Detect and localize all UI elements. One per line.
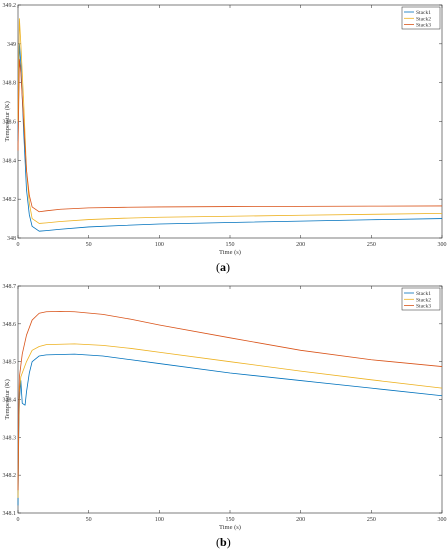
x-tick-label: 0	[17, 242, 20, 248]
legend-entry: Stack1	[416, 10, 431, 16]
y-tick-label: 348.3	[3, 435, 17, 441]
caption-a-letter: a	[220, 260, 226, 274]
y-tick-label: 348.7	[3, 284, 17, 290]
x-tick-label: 100	[155, 242, 164, 248]
plot-frame	[17, 4, 443, 239]
y-tick-label: 348.4	[3, 398, 17, 404]
y-tick-label: 348.5	[3, 360, 17, 366]
y-axis-label: Temperatur (K)	[4, 101, 11, 142]
caption-a: (a)	[216, 260, 230, 274]
caption-b: (b)	[216, 535, 231, 549]
series-line-stack3	[17, 58, 443, 213]
y-tick-label: 348	[7, 236, 16, 242]
series-line-stack1	[17, 353, 443, 506]
legend-entry: Stack3	[416, 304, 431, 310]
series-line-stack3	[17, 310, 443, 491]
x-tick-label: 50	[86, 517, 92, 523]
legend-entry: Stack2	[416, 297, 431, 303]
legend-entry: Stack3	[416, 23, 431, 29]
chart-a: 0 50 100 150 200 250 300 348 348.2 348.4 348.6 348.…	[3, 3, 447, 256]
y-tick-label: 349	[7, 42, 16, 48]
y-tick-label: 348.2	[3, 473, 17, 479]
x-tick-label: 150	[226, 517, 235, 523]
x-tick-label: 200	[296, 242, 305, 248]
x-tick-label: 0	[17, 517, 20, 523]
x-axis-label: Time (s)	[219, 524, 241, 531]
y-axis-label: Temperatur (K)	[4, 379, 11, 420]
y-tick-label: 348.6	[3, 120, 17, 126]
x-tick-label: 50	[86, 242, 92, 248]
legend-entry: Stack2	[416, 16, 431, 22]
y-tick-label: 348.1	[3, 511, 17, 517]
plot-frame	[17, 285, 443, 514]
x-tick-label: 300	[438, 517, 447, 523]
x-tick-label: 150	[226, 242, 235, 248]
y-tick-label: 348.2	[3, 197, 17, 203]
x-tick-label: 300	[438, 242, 447, 248]
y-tick-label: 348.6	[3, 322, 17, 328]
series-line-stack2	[17, 18, 443, 224]
x-axis-label: Time (s)	[219, 249, 241, 256]
series-line-stack1	[17, 43, 443, 232]
legend-box	[401, 287, 441, 311]
caption-b-letter: b	[220, 535, 227, 549]
series-line-stack2	[17, 343, 443, 498]
legend-entry: Stack1	[416, 291, 431, 297]
y-tick-label: 349.2	[3, 3, 17, 9]
y-tick-label: 348.4	[3, 158, 17, 164]
x-tick-label: 200	[296, 517, 305, 523]
chart-b: 0 50 100 150 200 250 300 348.1 348.2 348.3 348.4 34…	[3, 284, 447, 531]
x-tick-label: 250	[367, 517, 376, 523]
x-tick-label: 250	[367, 242, 376, 248]
legend-box	[401, 6, 441, 30]
x-tick-label: 100	[155, 517, 164, 523]
y-tick-label: 348.8	[3, 81, 17, 87]
